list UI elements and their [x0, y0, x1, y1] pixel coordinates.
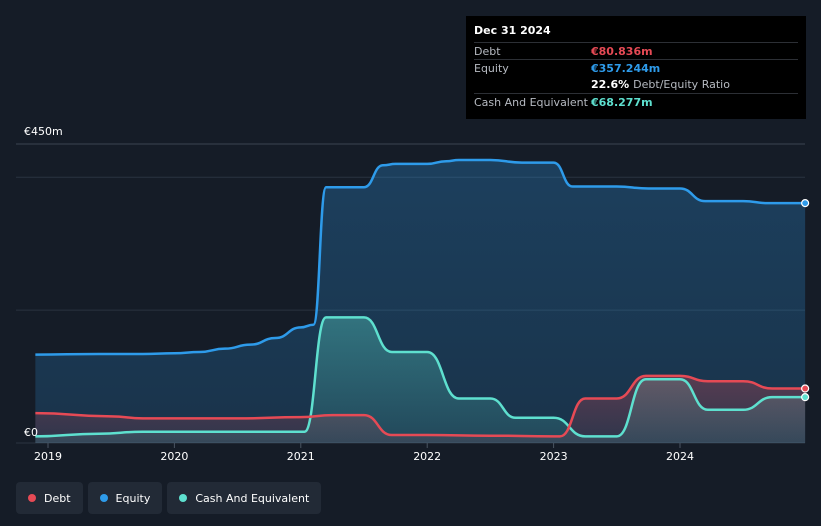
data-tooltip: Dec 31 2024 Debt €80.836m Equity €357.24…	[466, 16, 806, 119]
legend-item-cash[interactable]: Cash And Equivalent	[167, 482, 322, 514]
endpoint-dots	[801, 199, 810, 402]
legend-cash-label: Cash And Equivalent	[195, 491, 310, 505]
tooltip-row-equity: Equity €357.244m	[474, 59, 798, 76]
tooltip-cash-label: Cash And Equivalent	[474, 95, 588, 109]
legend-debt-dot	[28, 494, 36, 502]
equity-area	[35, 159, 806, 444]
tooltip-date: Dec 31 2024	[474, 24, 551, 37]
legend-debt-label: Debt	[44, 491, 71, 505]
debt-area	[35, 375, 806, 443]
tooltip-cash-value: €68.277m	[591, 95, 653, 109]
area-layer	[35, 159, 806, 444]
cash-line	[35, 316, 806, 438]
legend-equity-label: Equity	[115, 491, 151, 505]
debt-end-point	[801, 384, 810, 393]
tooltip-ratio-value: 22.6%	[591, 78, 630, 91]
tooltip-equity-label: Equity	[474, 61, 509, 75]
x-tick-label: 2019	[34, 450, 62, 463]
tooltip-debt-label: Debt	[474, 44, 501, 58]
x-tick-label: 2021	[286, 450, 315, 463]
cash-area	[35, 317, 806, 443]
tooltip-ratio-label: Debt/Equity Ratio	[633, 78, 730, 91]
y-axis-zero-label: €0	[24, 426, 38, 439]
legend-item-debt[interactable]: Debt	[16, 482, 83, 514]
line-layer	[35, 158, 806, 438]
x-tick-label: 2023	[539, 450, 568, 463]
tooltip-row-debt: Debt €80.836m	[474, 42, 798, 59]
x-tick-label: 2022	[413, 450, 442, 463]
debt-line	[35, 374, 806, 438]
cash-end-point	[801, 393, 810, 402]
tooltip-row-cash: Cash And Equivalent €68.277m	[474, 93, 798, 110]
x-tick-label: 2020	[160, 450, 189, 463]
tooltip-equity-value: €357.244m	[591, 61, 661, 75]
tooltip-row-ratio: 22.6% Debt/Equity Ratio	[474, 76, 798, 93]
chart-legend: Debt Equity Cash And Equivalent	[16, 482, 322, 514]
legend-equity-dot	[99, 494, 108, 502]
x-tick-label: 2024	[666, 450, 694, 463]
legend-item-equity[interactable]: Equity	[87, 482, 163, 514]
y-axis-max-label: €450m	[24, 125, 63, 138]
equity-line	[35, 158, 806, 356]
equity-end-point	[801, 199, 810, 208]
tooltip-debt-value: €80.836m	[591, 44, 653, 58]
legend-cash-dot	[179, 494, 188, 502]
